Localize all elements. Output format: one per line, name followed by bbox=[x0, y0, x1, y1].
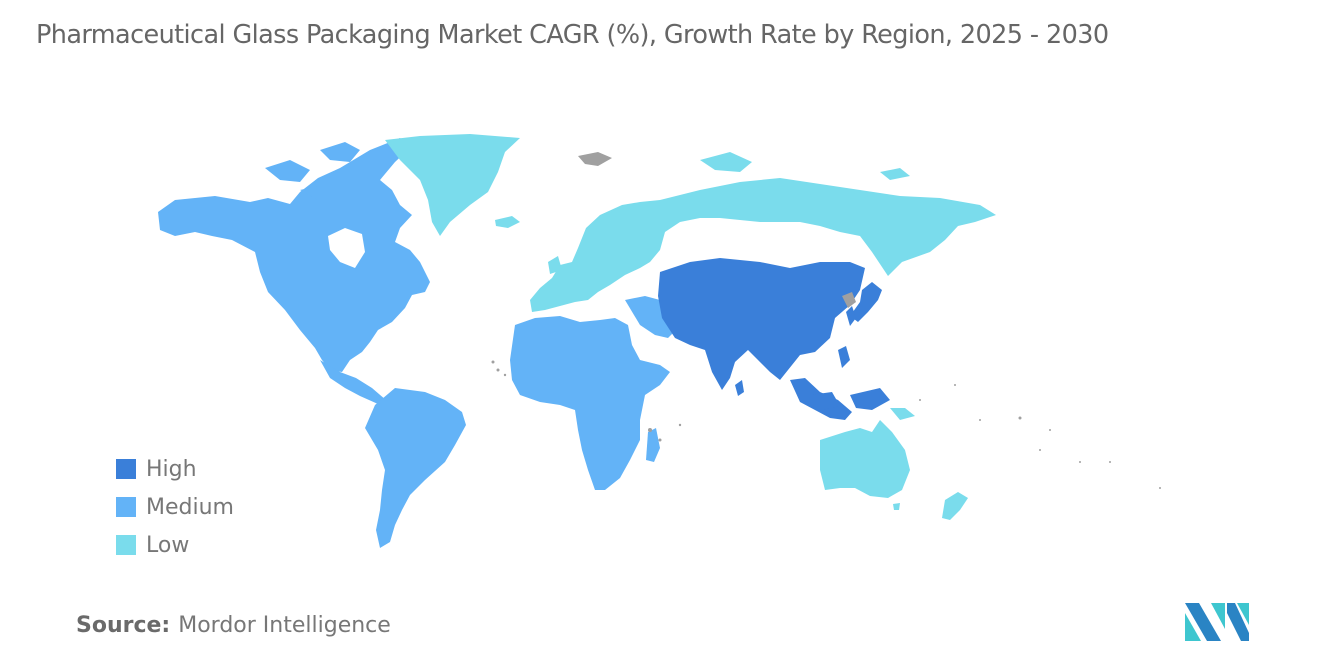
hudson-bay bbox=[328, 228, 365, 268]
legend-item-high: High bbox=[116, 450, 234, 488]
source-value: Mordor Intelligence bbox=[178, 613, 391, 638]
island-dots bbox=[491, 360, 1161, 489]
legend-swatch-medium bbox=[116, 497, 136, 517]
region-middle-east-africa bbox=[510, 296, 676, 490]
region-north-america bbox=[158, 138, 430, 404]
legend-item-low: Low bbox=[116, 526, 234, 564]
region-greenland bbox=[385, 134, 520, 236]
legend-label: High bbox=[146, 456, 197, 482]
region-asia-pacific bbox=[658, 258, 890, 420]
mordor-intelligence-logo-icon bbox=[1185, 603, 1249, 641]
region-north-korea bbox=[842, 292, 856, 308]
source-attribution: Source: Mordor Intelligence bbox=[76, 613, 391, 638]
source-label: Source: bbox=[76, 613, 171, 638]
legend-item-medium: Medium bbox=[116, 488, 234, 526]
legend-swatch-high bbox=[116, 459, 136, 479]
region-south-america bbox=[365, 388, 466, 548]
legend-label: Medium bbox=[146, 494, 234, 520]
legend-label: Low bbox=[146, 532, 190, 558]
legend-swatch-low bbox=[116, 535, 136, 555]
region-australia-oceania bbox=[820, 408, 968, 520]
region-europe-russia bbox=[530, 152, 996, 312]
legend: High Medium Low bbox=[116, 450, 234, 564]
chart-title: Pharmaceutical Glass Packaging Market CA… bbox=[36, 20, 1109, 50]
region-iceland bbox=[495, 216, 520, 228]
region-svalbard bbox=[578, 152, 612, 166]
